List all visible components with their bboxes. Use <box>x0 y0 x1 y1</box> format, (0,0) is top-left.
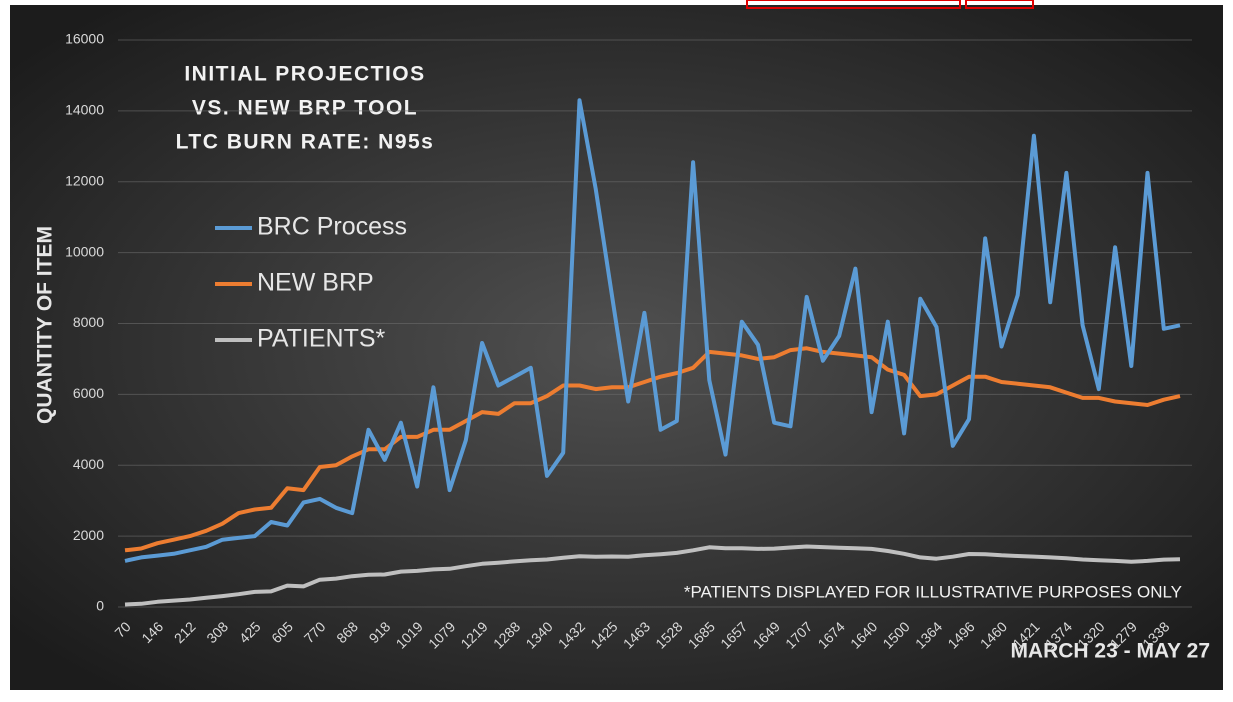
y-tick-label: 16000 <box>65 31 104 47</box>
y-tick-label: 4000 <box>73 456 104 472</box>
y-tick-label: 14000 <box>65 102 104 118</box>
red-box <box>965 0 1034 9</box>
y-tick-label: 6000 <box>73 385 104 401</box>
y-tick-label: 10000 <box>65 243 104 259</box>
annotation: *PATIENTS DISPLAYED FOR ILLUSTRATIVE PUR… <box>684 582 1182 601</box>
title-line: VS. NEW BRP TOOL <box>192 97 418 120</box>
background <box>10 5 1223 690</box>
legend-label: NEW BRP <box>257 269 374 297</box>
y-tick-label: 0 <box>96 598 104 614</box>
y-tick-label: 2000 <box>73 527 104 543</box>
red-box <box>746 0 961 9</box>
y-tick-label: 12000 <box>65 172 104 188</box>
series-line <box>124 544 1181 607</box>
title-line: INITIAL PROJECTIOS <box>184 63 425 86</box>
y-axis-label: QUANTITY OF ITEM <box>34 226 57 424</box>
legend-label: PATIENTS* <box>257 325 386 353</box>
x-axis-label: MARCH 23 - MAY 27 <box>1010 640 1210 663</box>
y-tick-label: 8000 <box>73 314 104 330</box>
series-line <box>124 98 1181 563</box>
legend-label: BRC Process <box>257 213 407 241</box>
title-line: LTC BURN RATE: N95s <box>176 131 435 154</box>
